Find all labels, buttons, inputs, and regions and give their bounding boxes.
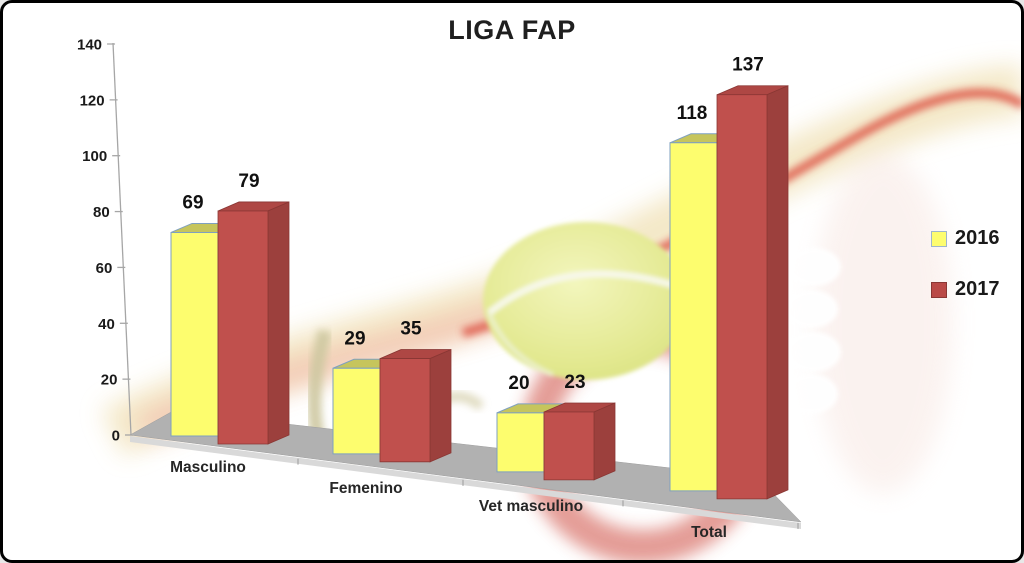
y-axis-label: 40 (98, 316, 115, 333)
bar-front-face (170, 231, 219, 437)
value-label-2016-1: 29 (344, 328, 365, 349)
bar-side-face (429, 348, 452, 463)
y-axis-label: 120 (80, 92, 105, 109)
tennis-ball-seam (486, 312, 554, 378)
value-label-2016-2: 20 (508, 373, 529, 394)
category-labels: Masculino Femenino Vet masculino Total (170, 459, 727, 541)
tennis-ball-image (483, 222, 689, 380)
bar-2016-2[interactable] (496, 403, 566, 473)
y-axis-label: 80 (93, 204, 110, 221)
bar-2017-1[interactable] (379, 348, 452, 463)
bar-front-face (496, 412, 545, 473)
bar-front-face (217, 210, 269, 445)
bar-front-face (543, 411, 595, 481)
legend-swatch-2016 (931, 230, 947, 247)
bar-front-face (669, 142, 718, 492)
value-label-2017-3: 137 (732, 55, 764, 76)
value-label-2016-3: 118 (677, 103, 708, 124)
category-label-3: Total (691, 524, 727, 541)
background-pink-wash (813, 153, 953, 493)
value-label-2017-2: 23 (564, 372, 585, 393)
background-dot (784, 290, 838, 328)
bar-side-face (766, 85, 789, 500)
y-axis-label: 100 (82, 148, 107, 165)
value-label-2017-1: 35 (400, 319, 422, 340)
y-axis-label: 140 (77, 36, 102, 53)
value-axis: 0 20 40 60 80 100 120 140 (77, 36, 133, 445)
legend-label-2016: 2016 (955, 227, 1000, 249)
category-label-0: Masculino (170, 459, 246, 476)
y-axis-label: 20 (101, 372, 118, 389)
bar-side-face (593, 402, 616, 481)
background-dot (785, 332, 841, 372)
bars (170, 85, 789, 500)
bar-front-face (716, 94, 768, 500)
y-axis-label: 0 (112, 428, 120, 445)
chart-canvas: 0 20 40 60 80 100 120 140 69 79 29 35 20 23 118 137 Masc… (77, 36, 1021, 560)
legend-label-2017: 2017 (955, 278, 1000, 300)
legend-swatch-2017 (931, 281, 947, 298)
category-label-2: Vet masculino (479, 498, 583, 515)
bar-front-face (379, 358, 431, 463)
bar-2017-3[interactable] (716, 85, 789, 500)
background-dot (618, 380, 662, 410)
bar-2017-2[interactable] (543, 402, 616, 481)
legend-item-2017[interactable]: 2017 (931, 278, 1000, 301)
bar-2017-0[interactable] (217, 201, 290, 445)
value-labels: 69 79 29 35 20 23 118 137 (182, 55, 763, 394)
value-label-2016-0: 69 (182, 192, 203, 213)
category-label-1: Femenino (329, 480, 402, 497)
bar-side-face (267, 201, 290, 445)
y-axis-label: 60 (96, 260, 113, 277)
legend-item-2016[interactable]: 2016 (931, 227, 1000, 250)
background-dot (787, 248, 841, 286)
legend: 2016 2017 (931, 227, 1000, 301)
bar-front-face (332, 367, 381, 455)
value-label-2017-0: 79 (238, 171, 259, 192)
background-dot (782, 374, 838, 414)
tennis-ball-seam (486, 270, 674, 316)
